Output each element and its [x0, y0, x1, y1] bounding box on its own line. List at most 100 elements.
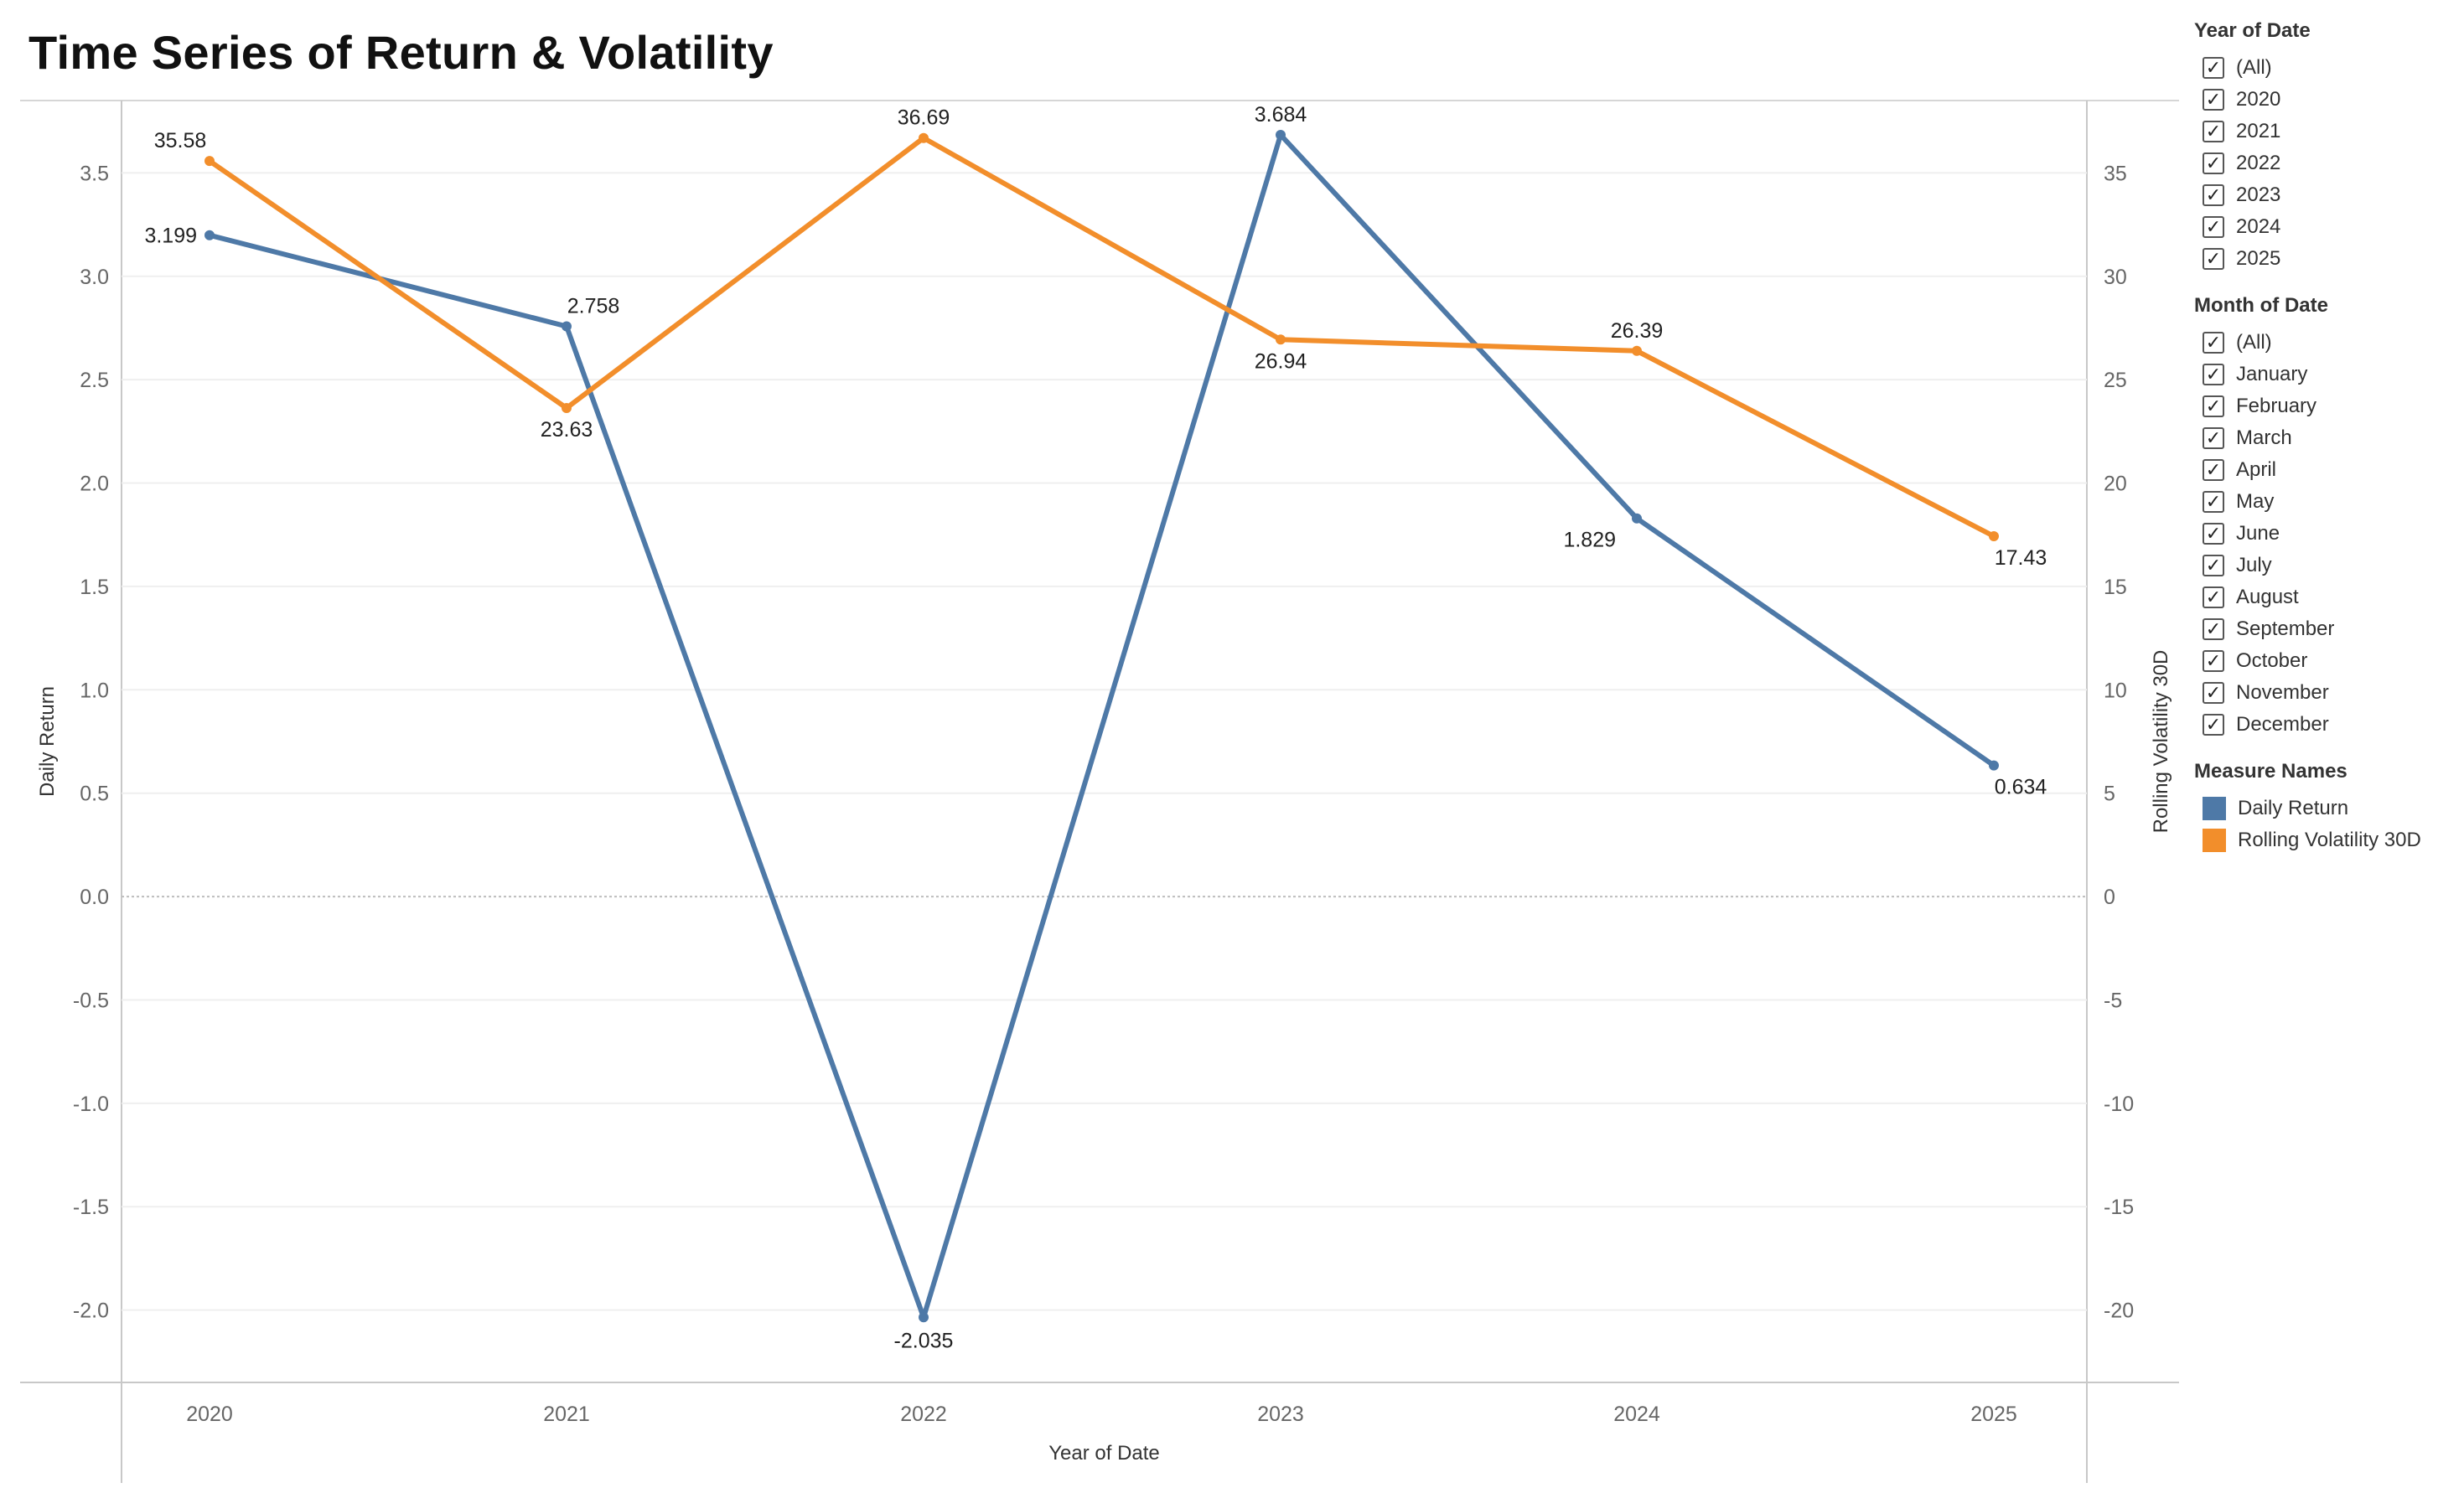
daily-return-line: [207, 132, 1996, 1320]
year-option-label: 2021: [2236, 120, 2281, 142]
month-option-april[interactable]: ✓ April: [2194, 454, 2454, 486]
daily-return-point: [1276, 130, 1286, 140]
checkbox-checked-icon[interactable]: ✓: [2203, 618, 2224, 640]
checkbox-checked-icon[interactable]: ✓: [2203, 427, 2224, 449]
rolling-volatility-label: 23.63: [541, 418, 593, 442]
month-option-label: August: [2236, 586, 2299, 608]
right-axis-ticks: 35 30 25 20 15 10 5 0 -5 -10 -15 -20: [2104, 162, 2134, 1322]
right-tick-label: 5: [2104, 783, 2115, 806]
legend-item-daily-return[interactable]: Daily Return: [2194, 793, 2454, 824]
checkbox-checked-icon[interactable]: ✓: [2203, 57, 2224, 79]
side-panel: Year of Date ✓ (All) ✓ 2020 ✓ 2021 ✓ 2022 ✓ 2023 ✓…: [2194, 18, 2454, 875]
checkbox-checked-icon[interactable]: ✓: [2203, 555, 2224, 576]
right-tick-label: -5: [2104, 989, 2122, 1012]
month-option-label: October: [2236, 649, 2308, 672]
series-points: [204, 130, 1999, 1323]
checkbox-checked-icon[interactable]: ✓: [2203, 586, 2224, 608]
month-option-june[interactable]: ✓ June: [2194, 518, 2454, 550]
year-option-2020[interactable]: ✓ 2020: [2194, 84, 2454, 116]
x-tick-label: 2020: [186, 1403, 233, 1426]
x-axis-ticks: 2020 2021 2022 2023 2024 2025: [186, 1403, 2017, 1426]
checkbox-checked-icon[interactable]: ✓: [2203, 714, 2224, 736]
month-option-november[interactable]: ✓ November: [2194, 677, 2454, 709]
checkbox-checked-icon[interactable]: ✓: [2203, 523, 2224, 545]
month-option-february[interactable]: ✓ February: [2194, 390, 2454, 422]
year-option-2025[interactable]: ✓ 2025: [2194, 243, 2454, 275]
left-tick-label: 2.0: [80, 473, 109, 496]
checkbox-checked-icon[interactable]: ✓: [2203, 152, 2224, 174]
year-option-2021[interactable]: ✓ 2021: [2194, 116, 2454, 147]
x-tick-label: 2023: [1257, 1403, 1304, 1426]
checkbox-checked-icon[interactable]: ✓: [2203, 332, 2224, 354]
rolling-volatility-point: [1632, 345, 1642, 356]
month-option-label: September: [2236, 617, 2335, 640]
year-option-2023[interactable]: ✓ 2023: [2194, 179, 2454, 211]
month-filter: Month of Date ✓ (All) ✓ January ✓ February ✓ Ma…: [2194, 293, 2454, 741]
daily-return-point: [204, 230, 215, 240]
month-option-august[interactable]: ✓ August: [2194, 581, 2454, 613]
right-tick-label: -20: [2104, 1299, 2134, 1323]
left-tick-label: 3.5: [80, 162, 109, 185]
right-tick-label: 30: [2104, 266, 2127, 289]
daily-return-label: -2.035: [894, 1329, 954, 1352]
legend-swatch: [2203, 797, 2226, 820]
year-option-2024[interactable]: ✓ 2024: [2194, 211, 2454, 243]
right-tick-label: -15: [2104, 1196, 2134, 1219]
left-tick-label: -2.0: [73, 1299, 109, 1323]
measure-legend-list: Daily Return Rolling Volatility 30D: [2194, 793, 2454, 856]
x-tick-label: 2025: [1970, 1403, 2017, 1426]
checkbox-checked-icon[interactable]: ✓: [2203, 395, 2224, 417]
measure-legend-title: Measure Names: [2194, 760, 2348, 783]
rolling-volatility-point: [562, 403, 572, 413]
month-option-march[interactable]: ✓ March: [2194, 422, 2454, 454]
data-labels: 3.199 2.758 -2.035 3.684 1.829 0.634 35.58 23.6…: [144, 103, 2047, 1352]
chart-frame: [20, 100, 2179, 1483]
checkbox-checked-icon[interactable]: ✓: [2203, 184, 2224, 206]
left-tick-label: 0.0: [80, 886, 109, 909]
month-option-label: November: [2236, 681, 2329, 704]
series-lines: [207, 132, 1996, 1320]
rolling-volatility-point: [919, 132, 929, 143]
checkbox-checked-icon[interactable]: ✓: [2203, 121, 2224, 142]
x-tick-label: 2021: [543, 1403, 590, 1426]
month-option-september[interactable]: ✓ September: [2194, 613, 2454, 645]
checkbox-checked-icon[interactable]: ✓: [2203, 364, 2224, 385]
checkbox-checked-icon[interactable]: ✓: [2203, 491, 2224, 513]
left-tick-label: 3.0: [80, 266, 109, 289]
legend-item-rolling-volatility[interactable]: Rolling Volatility 30D: [2194, 824, 2454, 856]
month-option-october[interactable]: ✓ October: [2194, 645, 2454, 677]
month-option-may[interactable]: ✓ May: [2194, 486, 2454, 518]
rolling-volatility-point: [1276, 334, 1286, 345]
left-tick-label: 1.0: [80, 679, 109, 702]
month-option-all[interactable]: ✓ (All): [2194, 327, 2454, 359]
checkbox-checked-icon[interactable]: ✓: [2203, 682, 2224, 704]
rolling-volatility-label: 35.58: [154, 129, 207, 152]
month-option-label: (All): [2236, 331, 2272, 354]
month-option-label: December: [2236, 713, 2329, 736]
checkbox-checked-icon[interactable]: ✓: [2203, 650, 2224, 672]
rolling-volatility-label: 17.43: [1995, 546, 2047, 570]
month-option-label: February: [2236, 395, 2317, 417]
year-option-label: 2023: [2236, 183, 2281, 206]
checkbox-checked-icon[interactable]: ✓: [2203, 89, 2224, 111]
checkbox-checked-icon[interactable]: ✓: [2203, 216, 2224, 238]
year-option-all[interactable]: ✓ (All): [2194, 52, 2454, 84]
year-option-2022[interactable]: ✓ 2022: [2194, 147, 2454, 179]
year-filter-title: Year of Date: [2194, 19, 2311, 42]
dual-axis-line-chart: 3.5 3.0 2.5 2.0 1.5 1.0 0.5 0.0 -0.5 -1.0 -1.5 -2.0…: [20, 100, 2179, 1483]
rolling-volatility-label: 26.39: [1611, 319, 1664, 343]
daily-return-point: [1989, 760, 1999, 771]
daily-return-label: 3.199: [144, 225, 197, 248]
year-filter-list: ✓ (All) ✓ 2020 ✓ 2021 ✓ 2022 ✓ 2023 ✓ 2024 ✓ 2025: [2194, 52, 2454, 275]
x-tick-label: 2022: [900, 1403, 947, 1426]
daily-return-label: 1.829: [1563, 529, 1616, 552]
month-option-july[interactable]: ✓ July: [2194, 550, 2454, 581]
checkbox-checked-icon[interactable]: ✓: [2203, 459, 2224, 481]
month-option-label: July: [2236, 554, 2272, 576]
month-option-december[interactable]: ✓ December: [2194, 709, 2454, 741]
rolling-volatility-label: 36.69: [898, 106, 950, 130]
gridlines: [122, 172, 2087, 1311]
month-option-january[interactable]: ✓ January: [2194, 359, 2454, 390]
checkbox-checked-icon[interactable]: ✓: [2203, 248, 2224, 270]
month-option-label: April: [2236, 458, 2277, 481]
